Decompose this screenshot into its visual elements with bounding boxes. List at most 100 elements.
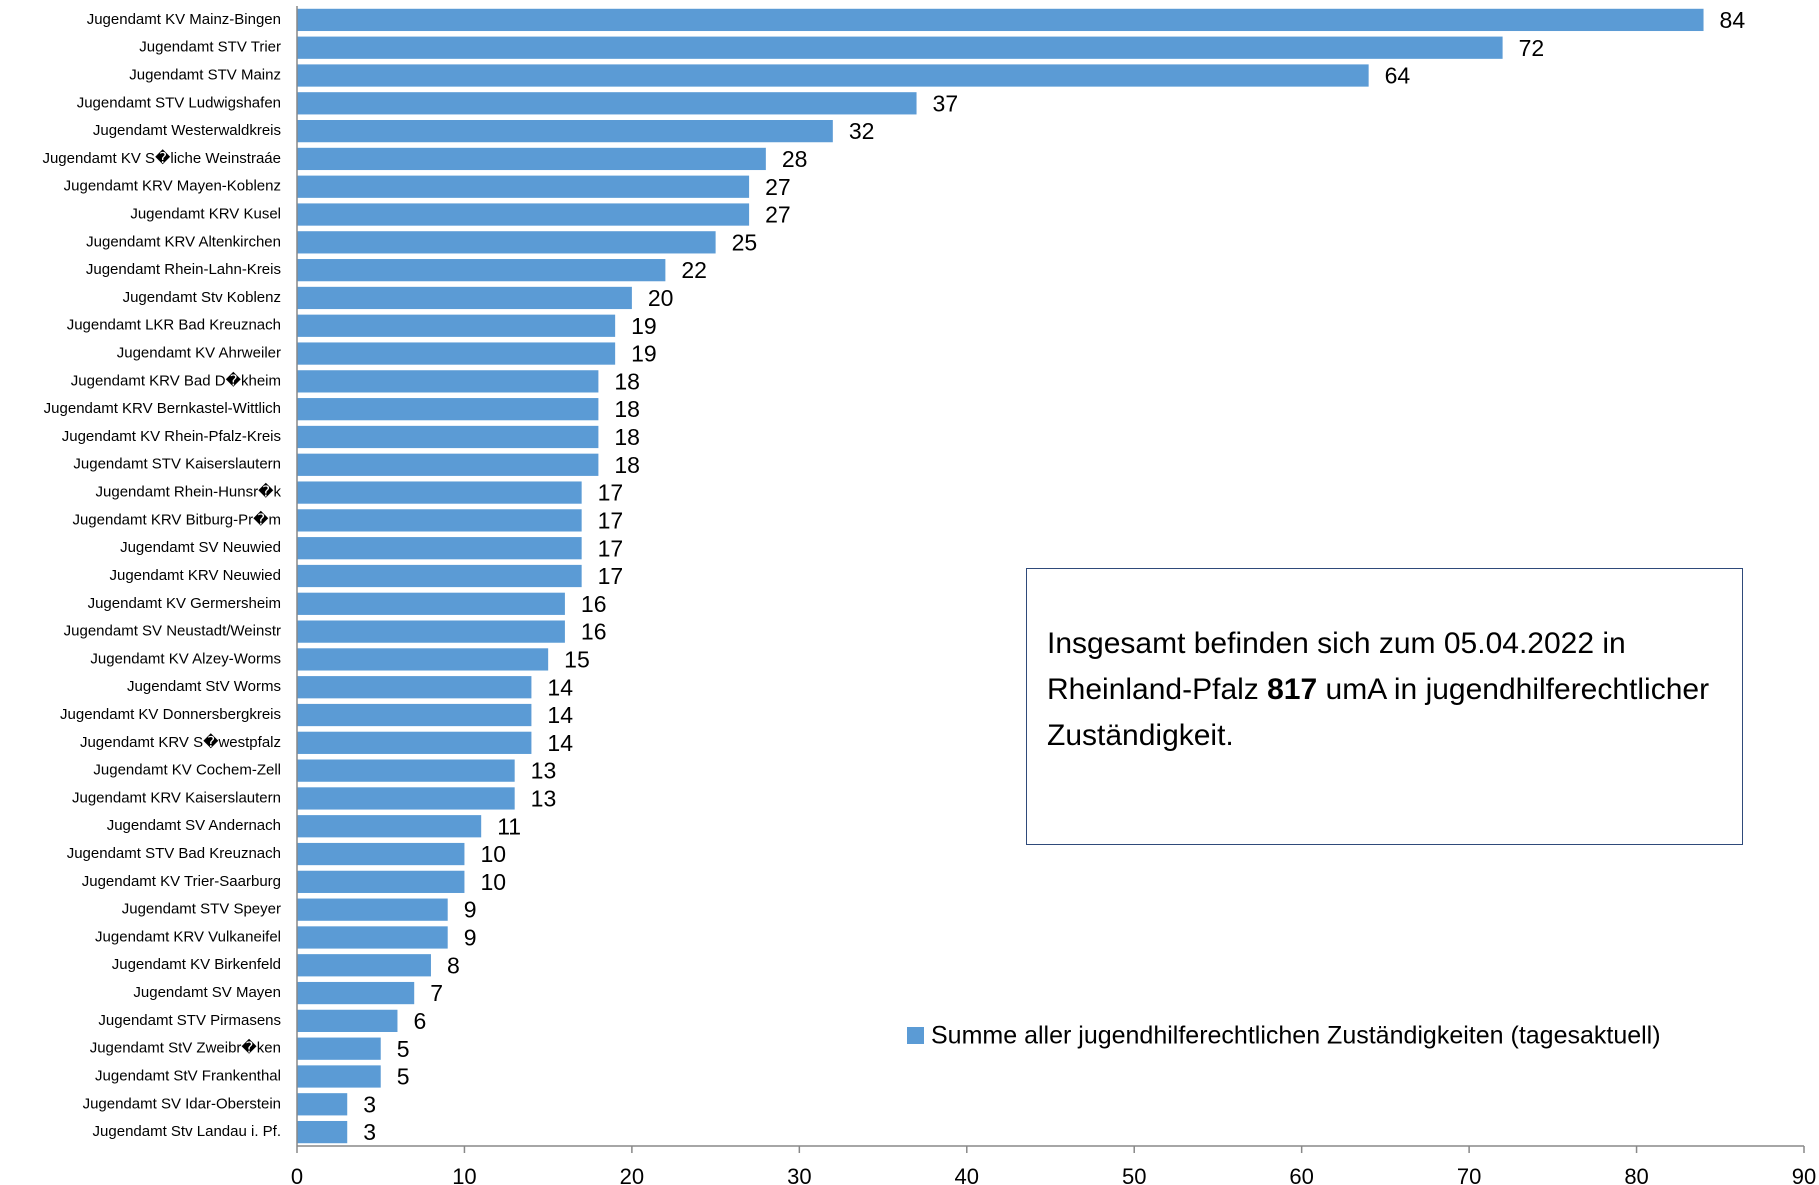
- value-label: 27: [765, 202, 791, 228]
- bar: [297, 731, 532, 754]
- bar: [297, 787, 515, 810]
- y-tick-label: Jugendamt KRV Mayen-Koblenz: [64, 178, 281, 195]
- bar: [297, 676, 532, 699]
- value-label: 3: [363, 1119, 376, 1145]
- legend-label: Summe aller jugendhilferechtlichen Zustä…: [931, 1022, 1661, 1050]
- y-tick-label: Jugendamt KV S�liche Weinstraáe: [42, 149, 281, 167]
- bar: [297, 370, 599, 393]
- x-tick-label: 30: [787, 1164, 811, 1185]
- y-tick-label: Jugendamt KV Alzey-Worms: [90, 650, 281, 667]
- value-label: 27: [765, 174, 791, 200]
- bar: [297, 259, 666, 282]
- x-tick-label: 90: [1792, 1164, 1816, 1185]
- bar: [297, 314, 616, 337]
- x-tick-label: 10: [452, 1164, 476, 1185]
- x-tick-label: 60: [1289, 1164, 1313, 1185]
- y-tick-label: Jugendamt SV Neustadt/Weinstr: [64, 623, 281, 640]
- value-label: 5: [397, 1036, 410, 1062]
- value-label: 13: [531, 758, 557, 784]
- bar: [297, 481, 582, 504]
- value-label: 28: [782, 146, 808, 172]
- bar: [297, 1065, 381, 1088]
- y-tick-label: Jugendamt KRV Bitburg-Pr�m: [72, 510, 281, 528]
- bar: [297, 64, 1369, 87]
- bar: [297, 759, 515, 782]
- bar: [297, 537, 582, 560]
- value-label: 32: [849, 118, 875, 144]
- annotation-text: Insgesamt befinden sich zum 05.04.2022 i…: [1047, 627, 1626, 706]
- y-tick-label: Jugendamt Stv Landau i. Pf.: [93, 1123, 281, 1140]
- bar: [297, 203, 750, 226]
- y-tick-label: Jugendamt KV Rhein-Pfalz-Kreis: [62, 428, 281, 445]
- x-tick-label: 50: [1122, 1164, 1146, 1185]
- y-tick-label: Jugendamt SV Neuwied: [120, 539, 281, 556]
- value-label: 9: [464, 925, 477, 951]
- bar: [297, 120, 833, 143]
- x-tick-label: 40: [955, 1164, 979, 1185]
- y-tick-label: Jugendamt STV Speyer: [122, 901, 281, 918]
- value-label: 17: [598, 480, 624, 506]
- bar: [297, 453, 599, 476]
- y-tick-label: Jugendamt STV Trier: [139, 39, 281, 56]
- value-label: 72: [1519, 35, 1545, 61]
- y-tick-label: Jugendamt STV Kaiserslautern: [73, 456, 281, 473]
- bar: [297, 147, 766, 171]
- bar: [297, 592, 565, 615]
- bar: [297, 8, 1704, 32]
- value-label: 11: [497, 813, 521, 839]
- value-label: 8: [447, 952, 460, 978]
- y-tick-label: Jugendamt Stv Koblenz: [123, 289, 281, 306]
- bar: [297, 92, 917, 115]
- y-tick-label: Jugendamt SV Mayen: [133, 984, 281, 1001]
- value-label: 18: [614, 424, 640, 450]
- y-tick-label: Jugendamt KRV Neuwied: [110, 567, 282, 584]
- y-tick-label: Jugendamt KRV Bernkastel-Wittlich: [44, 400, 281, 417]
- value-label: 20: [648, 285, 674, 311]
- annotation-text: umA in jugendhilferechtlicher Zuständigk…: [1047, 673, 1710, 752]
- value-label: 19: [631, 313, 657, 339]
- value-label: 22: [681, 257, 707, 283]
- bar: [297, 842, 465, 866]
- value-label: 9: [464, 897, 477, 923]
- value-label: 13: [531, 786, 557, 812]
- y-tick-label: Jugendamt STV Mainz: [129, 66, 281, 83]
- bar: [297, 648, 549, 671]
- bar: [297, 703, 532, 727]
- value-label: 17: [598, 507, 624, 533]
- value-label: 7: [430, 980, 443, 1006]
- x-tick-label: 20: [620, 1164, 644, 1185]
- y-tick-label: Jugendamt KV Birkenfeld: [112, 956, 281, 973]
- y-tick-label: Jugendamt KV Ahrweiler: [117, 345, 281, 362]
- bar: [297, 1120, 348, 1144]
- value-label: 17: [598, 535, 624, 561]
- value-label: 17: [598, 563, 624, 589]
- value-label: 18: [614, 368, 640, 394]
- value-label: 10: [480, 869, 506, 895]
- bar: [297, 620, 565, 643]
- y-tick-label: Jugendamt KV Trier-Saarburg: [82, 873, 281, 890]
- bar: [297, 1009, 398, 1032]
- value-label: 10: [480, 841, 506, 867]
- y-tick-label: Jugendamt STV Ludwigshafen: [77, 94, 281, 111]
- y-tick-label: Jugendamt STV Pirmasens: [98, 1012, 281, 1029]
- x-tick-label: 0: [291, 1164, 303, 1185]
- bar: [297, 425, 599, 449]
- value-label: 14: [547, 730, 573, 756]
- bar: [297, 175, 750, 198]
- y-tick-label: Jugendamt KV Mainz-Bingen: [87, 11, 281, 28]
- bar: [297, 870, 465, 893]
- y-tick-label: Jugendamt StV Zweibr�ken: [90, 1039, 281, 1057]
- value-label: 18: [614, 396, 640, 422]
- x-tick-label: 70: [1457, 1164, 1481, 1185]
- bar: [297, 342, 616, 365]
- value-label: 6: [413, 1008, 426, 1034]
- value-label: 37: [933, 90, 959, 116]
- x-tick-label: 80: [1624, 1164, 1648, 1185]
- bar: [297, 981, 415, 1005]
- annotation-total: 817: [1267, 673, 1318, 706]
- y-tick-label: Jugendamt Rhein-Lahn-Kreis: [86, 261, 281, 278]
- y-tick-label: Jugendamt StV Frankenthal: [95, 1067, 281, 1084]
- value-label: 18: [614, 452, 640, 478]
- y-tick-label: Jugendamt KV Donnersbergkreis: [60, 706, 281, 723]
